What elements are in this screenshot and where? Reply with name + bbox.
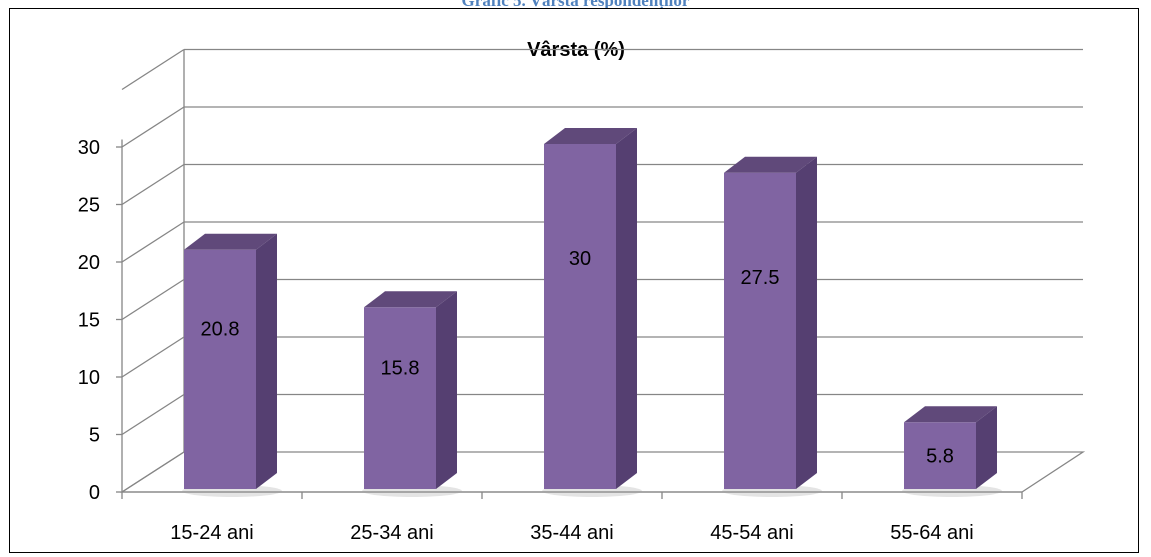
bar-top: [544, 128, 637, 144]
side-wall-line: [121, 163, 185, 206]
bar-side: [436, 291, 457, 489]
side-wall-line: [121, 336, 185, 378]
y-tick-label: 30: [78, 137, 100, 159]
y-tick-label: 25: [78, 195, 100, 217]
bar-front: [184, 249, 256, 489]
data-label: 20.8: [201, 319, 240, 341]
side-wall-line: [121, 278, 185, 321]
bar-side: [256, 233, 277, 489]
bar-top: [184, 233, 277, 250]
category-label: 45-54 ani: [710, 522, 793, 544]
data-label: 30: [569, 248, 591, 270]
y-tick-label: 15: [78, 310, 100, 332]
data-label: 27.5: [741, 267, 780, 289]
bar-top: [364, 291, 457, 308]
bar-front: [364, 307, 436, 489]
category-label: 55-64 ani: [890, 522, 973, 544]
y-tick-label: 20: [78, 252, 100, 274]
bar-front: [544, 144, 616, 489]
data-label: 5.8: [926, 446, 954, 468]
bar-top: [904, 406, 997, 423]
category-label: 25-34 ani: [350, 522, 433, 544]
bar-front: [724, 172, 796, 489]
chart-frame: Vârsta (%) 20.8 15-24 ani 15.8 25-34 ani 30 3…: [9, 8, 1139, 553]
bar-side: [616, 128, 637, 489]
side-wall-line: [121, 221, 185, 263]
category-label: 15-24 ani: [170, 522, 253, 544]
side-wall-line: [121, 48, 185, 91]
bar-top: [724, 156, 817, 173]
side-wall-line: [121, 106, 185, 148]
category-label: 35-44 ani: [530, 522, 613, 544]
y-tick-label: 5: [89, 425, 100, 447]
bar-front: [904, 422, 976, 489]
y-tick-label: 0: [89, 482, 100, 504]
bar-side: [796, 156, 817, 489]
side-wall-line: [121, 393, 185, 436]
data-label: 15.8: [381, 357, 420, 379]
y-tick-label: 10: [78, 367, 100, 389]
bar-side: [976, 406, 997, 489]
figure-caption: Grafic 5. Vârsta respondenților: [461, 0, 690, 10]
